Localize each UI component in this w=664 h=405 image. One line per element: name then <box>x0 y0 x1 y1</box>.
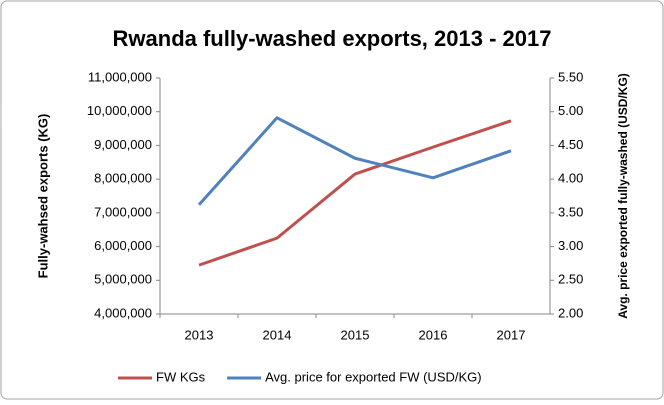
x-tick-label: 2015 <box>341 327 370 342</box>
y2-tick-label: 3.00 <box>558 238 583 253</box>
y-tick-label: 6,000,000 <box>94 238 152 253</box>
y2-axis-label: Avg. price exported fully-washed (USD/KG… <box>616 73 630 319</box>
y2-tick-label: 4.00 <box>558 171 583 186</box>
y2-tick-label: 5.50 <box>558 69 583 84</box>
y2-tick-label: 2.00 <box>558 305 583 320</box>
y2-tick-label: 2.50 <box>558 272 583 287</box>
y-tick-label: 10,000,000 <box>87 103 152 118</box>
x-tick-label: 2013 <box>185 327 214 342</box>
y-tick-label: 11,000,000 <box>88 69 152 84</box>
x-tick-label: 2016 <box>419 327 448 342</box>
legend-label: FW KGs <box>156 369 206 384</box>
x-tick-label: 2017 <box>497 327 526 342</box>
chart-title: Rwanda fully-washed exports, 2013 - 2017 <box>113 26 552 51</box>
series-line <box>197 116 512 206</box>
y-axis-label: Fully-wahsed exports (KG) <box>35 114 50 279</box>
series-line <box>198 119 512 267</box>
y2-tick-label: 5.00 <box>558 103 583 118</box>
y-tick-label: 8,000,000 <box>94 171 152 186</box>
legend-label: Avg. price for exported FW (USD/KG) <box>265 369 482 384</box>
y2-tick-label: 3.50 <box>558 204 583 219</box>
y-tick-label: 7,000,000 <box>94 204 152 219</box>
y-tick-label: 9,000,000 <box>94 137 152 152</box>
y-tick-label: 4,000,000 <box>94 305 152 320</box>
y-tick-label: 5,000,000 <box>94 272 152 287</box>
y2-tick-label: 4.50 <box>558 137 583 152</box>
x-tick-label: 2014 <box>263 327 292 342</box>
